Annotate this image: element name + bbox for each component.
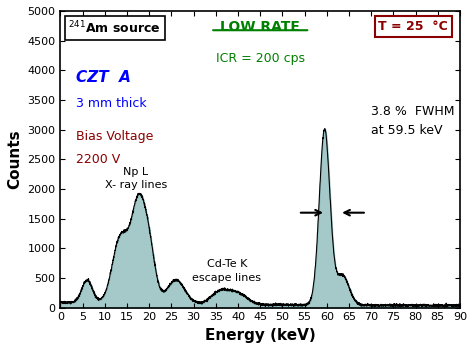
Text: 3.8 %  FWHM: 3.8 % FWHM <box>371 105 455 118</box>
Y-axis label: Counts: Counts <box>7 130 22 189</box>
Text: at 59.5 keV: at 59.5 keV <box>371 124 443 137</box>
X-axis label: Energy (keV): Energy (keV) <box>205 328 316 343</box>
Text: CZT  A: CZT A <box>76 70 131 85</box>
Text: LOW RATE: LOW RATE <box>220 20 300 34</box>
Text: 2200 V: 2200 V <box>76 153 121 166</box>
Text: escape lines: escape lines <box>192 273 262 283</box>
Text: Np L: Np L <box>123 167 148 177</box>
Text: ICR = 200 cps: ICR = 200 cps <box>216 52 305 65</box>
Text: X- ray lines: X- ray lines <box>105 180 167 190</box>
Text: T = 25  °C: T = 25 °C <box>378 20 448 33</box>
Text: $^{241}$Am source: $^{241}$Am source <box>68 20 161 36</box>
Text: 3 mm thick: 3 mm thick <box>76 97 147 110</box>
Text: Bias Voltage: Bias Voltage <box>76 130 154 142</box>
Text: Cd-Te K: Cd-Te K <box>207 259 247 269</box>
